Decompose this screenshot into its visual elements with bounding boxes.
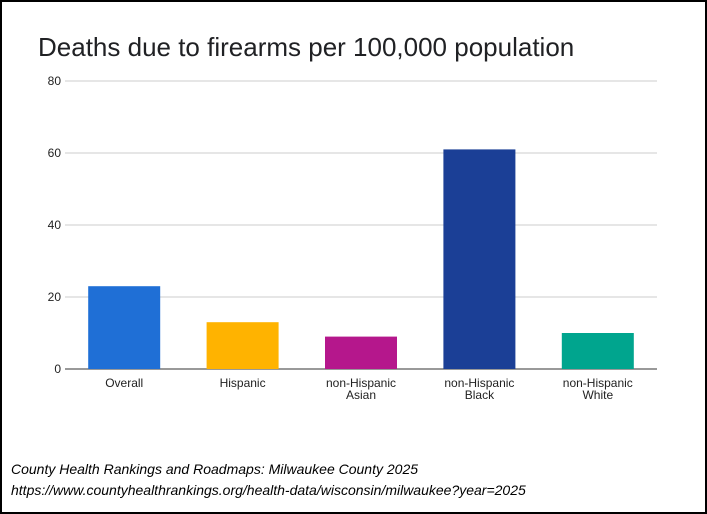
x-tick-label: non-Hispanic Black xyxy=(444,376,514,402)
y-tick-label: 80 xyxy=(48,74,62,88)
source-url: https://www.countyhealthrankings.org/hea… xyxy=(11,482,526,498)
y-tick-label: 20 xyxy=(48,290,62,304)
source-citation: County Health Rankings and Roadmaps: Mil… xyxy=(11,461,419,477)
y-tick-label: 60 xyxy=(48,146,62,160)
x-tick-label: Overall xyxy=(105,376,143,390)
x-tick-label: non-Hispanic Asian xyxy=(326,376,396,402)
bar xyxy=(88,286,161,369)
chart-title: Deaths due to firearms per 100,000 popul… xyxy=(38,32,575,62)
bar xyxy=(325,336,397,369)
y-tick-label: 40 xyxy=(48,218,62,232)
x-tick-label: Hispanic xyxy=(220,376,266,390)
x-tick-label: non-Hispanic White xyxy=(563,376,633,402)
bar xyxy=(206,322,279,369)
y-tick-label: 0 xyxy=(54,362,61,376)
bar xyxy=(561,333,634,369)
bar xyxy=(443,149,516,369)
